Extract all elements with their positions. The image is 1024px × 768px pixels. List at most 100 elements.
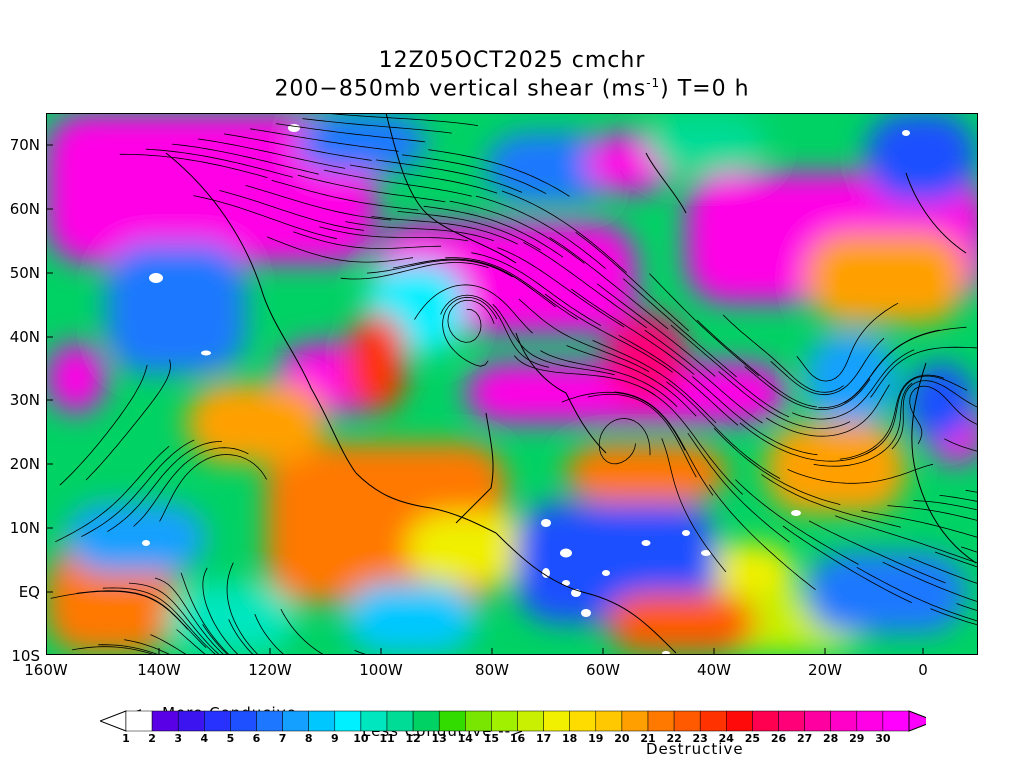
- streamline: [226, 562, 259, 655]
- lat-label: 10S: [11, 647, 40, 665]
- streamline: [345, 221, 494, 242]
- streamline: [150, 634, 188, 655]
- coastline: [355, 472, 497, 534]
- colorbar-label: 17: [535, 732, 552, 745]
- coastlines: [165, 113, 977, 654]
- colorbar-label: 9: [330, 732, 339, 745]
- colorbar-label: 1: [122, 732, 130, 745]
- lon-label: 100W: [359, 661, 403, 679]
- streamline: [939, 495, 978, 502]
- streamline: [722, 314, 844, 393]
- colorbar-swatch: [334, 710, 362, 732]
- shear-blob: [906, 363, 976, 443]
- streamline: [908, 556, 978, 585]
- streamline: [523, 242, 647, 329]
- streamline: [102, 587, 217, 655]
- streamline: [85, 359, 171, 481]
- streamline: [614, 391, 714, 496]
- streamline: [618, 334, 739, 426]
- streamline: [735, 479, 859, 565]
- streamline: [128, 582, 221, 655]
- colorbar-swatch: [360, 710, 388, 732]
- lon-label: 60W: [586, 661, 620, 679]
- white-patch: [602, 570, 610, 576]
- colorbar-swatch: [726, 710, 753, 732]
- colorbar-label: 3: [174, 732, 183, 745]
- white-patch: [542, 568, 550, 578]
- white-patch: [149, 273, 163, 283]
- streamline: [81, 439, 195, 538]
- lat-label: 60N: [9, 200, 40, 218]
- streamlines: [46, 113, 978, 655]
- streamline: [133, 447, 249, 527]
- colorbar-label: 12: [405, 732, 421, 745]
- colorbar-swatch: [699, 710, 727, 732]
- lat-label: 70N: [9, 136, 40, 154]
- streamline: [224, 133, 372, 161]
- streamline: [930, 608, 978, 626]
- shear-blob: [646, 113, 766, 173]
- white-patch: [682, 530, 690, 536]
- streamline: [587, 393, 697, 478]
- streamline: [813, 382, 913, 467]
- streamline: [575, 231, 689, 332]
- streamline: [808, 520, 946, 584]
- streamline: [492, 303, 615, 376]
- streamline: [844, 326, 967, 403]
- streamline: [266, 236, 414, 263]
- colorbar-swatch: [595, 710, 623, 732]
- colorbar-swatch: [752, 710, 779, 732]
- streamline: [796, 302, 899, 382]
- lon-label: 120W: [248, 661, 292, 679]
- white-patch: [560, 548, 572, 558]
- streamline: [297, 174, 446, 203]
- lon-label: 140W: [137, 661, 181, 679]
- streamline: [55, 445, 170, 543]
- shear-blob: [606, 313, 686, 403]
- white-patch: [562, 580, 570, 586]
- white-patch: [701, 550, 711, 556]
- map-border: [46, 113, 978, 655]
- white-patch: [288, 124, 300, 132]
- streamline: [549, 237, 669, 330]
- colorbar-label: 20: [614, 732, 630, 745]
- streamline: [145, 148, 293, 178]
- shear-blob: [46, 343, 106, 413]
- colorbar-swatch: [308, 710, 336, 732]
- streamline: [944, 438, 978, 452]
- colorbar-label: 23: [692, 732, 708, 745]
- streamline: [856, 566, 978, 622]
- streamline: [501, 190, 627, 273]
- streamline: [561, 391, 686, 451]
- coastline: [165, 152, 357, 474]
- colorbar-swatch: [386, 710, 414, 732]
- streamline: [419, 258, 556, 308]
- streamline: [202, 567, 239, 655]
- streamline: [570, 288, 695, 375]
- streamline: [913, 500, 978, 511]
- streamline: [176, 629, 207, 655]
- colorbar-label: 15: [483, 732, 500, 745]
- colorbar-label: 7: [278, 732, 287, 745]
- colorbar-swatch: [882, 710, 910, 732]
- colorbar-label: 14: [457, 732, 473, 745]
- streamline: [839, 374, 945, 460]
- streamline: [293, 231, 442, 249]
- streamline: [302, 118, 452, 134]
- lat-label: 40N: [9, 328, 40, 346]
- shear-blob: [106, 243, 246, 373]
- colorbar-swatch: [778, 710, 805, 732]
- shear-blob: [46, 113, 376, 263]
- streamline: [159, 454, 267, 522]
- streamline: [328, 113, 479, 126]
- streamline: [518, 298, 649, 372]
- streamline: [180, 572, 231, 655]
- streamline: [107, 441, 222, 532]
- colorbar-swatch: [412, 710, 440, 732]
- white-patch: [791, 510, 801, 516]
- streamline: [544, 293, 673, 373]
- streamline: [197, 138, 346, 169]
- colorbar-label: 21: [640, 732, 656, 745]
- streamline: [861, 510, 978, 538]
- streamline: [323, 169, 472, 197]
